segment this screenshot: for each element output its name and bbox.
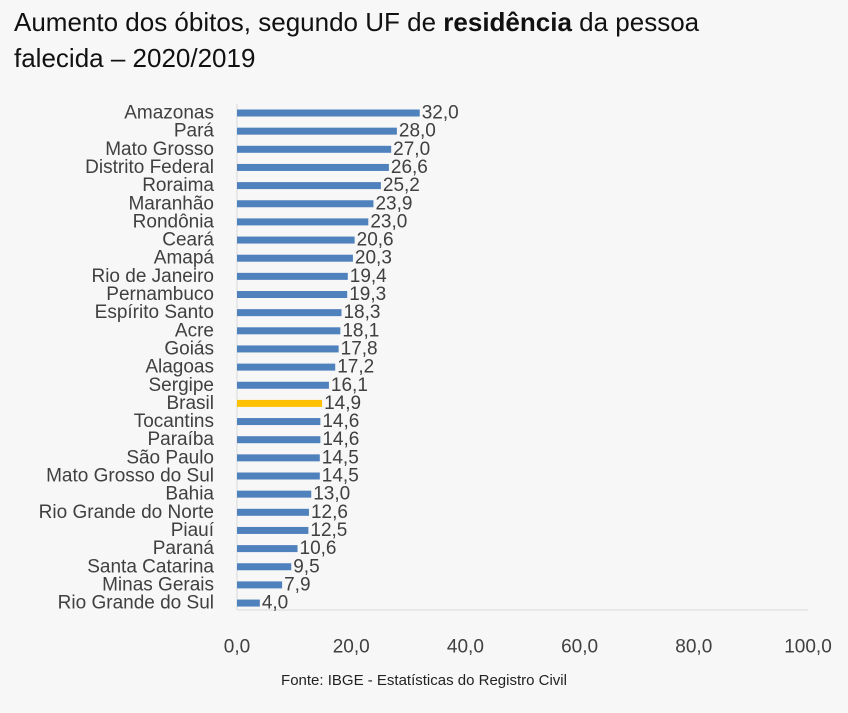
value-label: 20,6 [357,230,394,251]
value-label: 18,1 [342,320,379,341]
category-label: Mato Grosso do Sul [46,466,214,487]
value-label: 14,5 [322,447,359,468]
value-label: 19,3 [349,284,386,305]
bar [237,363,336,371]
bar [237,236,355,244]
value-label: 20,3 [355,248,392,269]
value-label: 10,6 [300,538,337,559]
x-tick-label: 0,0 [224,637,250,658]
category-label: Ceará [162,230,214,251]
bar [237,581,283,589]
value-label: 7,9 [284,574,310,595]
title-bold: residência [443,7,572,37]
category-label: Rio Grande do Norte [39,502,214,523]
category-label: Distrito Federal [85,157,214,178]
category-label: Alagoas [145,357,214,378]
value-label: 27,0 [393,139,430,160]
bar [237,545,298,553]
title-line2: falecida – 2020/2019 [14,43,256,73]
value-label: 14,6 [322,429,359,450]
value-label: 13,0 [313,484,350,505]
bar [237,200,374,208]
category-label: Santa Catarina [87,556,214,577]
bar [237,182,381,190]
category-label: Tocantins [134,411,214,432]
bar [237,436,321,444]
category-label: Espírito Santo [95,302,214,323]
value-label: 14,5 [322,466,359,487]
value-label: 4,0 [262,593,288,614]
source-note: Fonte: IBGE - Estatísticas do Registro C… [281,672,567,689]
value-label: 23,0 [370,211,407,232]
category-label: Amazonas [124,103,214,124]
value-label: 32,0 [422,103,459,124]
bar [237,163,389,171]
bar [237,508,309,516]
category-label: Maranhão [128,193,214,214]
category-label: Roraima [142,175,214,196]
x-tick-label: 20,0 [333,637,370,658]
bar [237,145,392,153]
value-label: 17,2 [337,357,374,378]
category-label: Rondônia [133,211,215,232]
category-label: Amapá [154,248,215,269]
title-part2: da pessoa [571,7,700,37]
bar [237,526,309,534]
category-label: Mato Grosso [105,139,214,160]
title-part1: Aumento dos óbitos, segundo UF de [14,7,444,37]
category-label: Paraíba [147,429,214,450]
bar [237,272,348,280]
value-label: 16,1 [331,375,368,396]
category-label: São Paulo [126,447,214,468]
category-label: Rio Grande do Sul [58,593,214,614]
bar [237,291,348,298]
value-label: 17,8 [341,338,378,359]
category-label: Bahia [165,484,214,505]
x-tick-label: 80,0 [675,637,712,658]
value-label: 18,3 [343,302,380,323]
bar [237,454,320,462]
bar [237,490,312,498]
bar [237,309,342,317]
value-label: 12,5 [310,520,347,541]
x-tick-label: 60,0 [561,637,598,658]
bar [237,399,323,407]
value-label: 9,5 [293,556,319,577]
bar [237,345,339,353]
bar [237,327,341,335]
bar [237,127,397,135]
value-label: 23,9 [375,193,412,214]
bar [237,109,420,117]
category-label: Acre [175,320,214,341]
bar [237,218,369,226]
category-label: Minas Gerais [102,574,214,595]
value-label: 12,6 [311,502,348,523]
value-label: 25,2 [383,175,420,196]
category-label: Piauí [171,520,215,541]
x-tick-label: 100,0 [784,637,832,658]
bar [237,418,321,426]
bar [237,599,260,607]
category-label: Sergipe [149,375,215,396]
value-label: 26,6 [391,157,428,178]
bar [237,563,292,571]
bar [237,472,320,480]
category-label: Pará [174,121,215,142]
value-label: 14,6 [322,411,359,432]
chart-title: Aumento dos óbitos, segundo UF de residê… [14,4,699,76]
category-label: Paraná [153,538,215,559]
value-label: 28,0 [399,121,436,142]
x-tick-label: 40,0 [447,637,484,658]
category-label: Rio de Janeiro [91,266,214,287]
bar [237,381,329,389]
category-label: Brasil [166,393,214,414]
value-label: 19,4 [350,266,387,287]
category-label: Goiás [164,338,214,359]
category-label: Pernambuco [106,284,214,305]
bar [237,254,353,262]
value-label: 14,9 [324,393,361,414]
